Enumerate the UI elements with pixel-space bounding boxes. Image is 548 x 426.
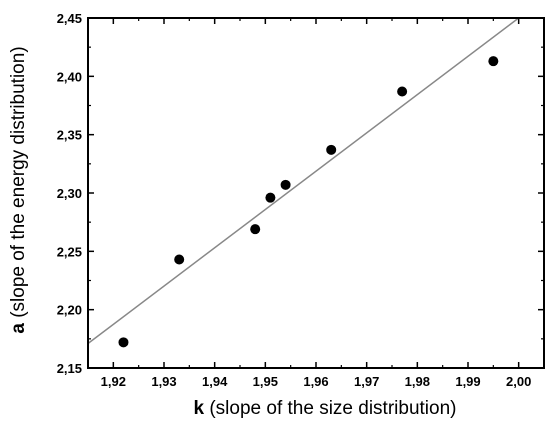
y-tick-label: 2,35 bbox=[57, 128, 82, 143]
data-point bbox=[280, 179, 291, 190]
x-tick-label: 1,92 bbox=[101, 374, 126, 389]
data-point bbox=[174, 254, 185, 265]
x-tick-label: 1,98 bbox=[405, 374, 430, 389]
x-tick-label: 1,96 bbox=[303, 374, 328, 389]
data-point bbox=[488, 56, 499, 67]
plot-frame bbox=[87, 17, 545, 369]
x-axis-title: k (slope of the size distribution) bbox=[194, 398, 457, 419]
data-point bbox=[265, 192, 276, 203]
x-tick-label: 2,00 bbox=[506, 374, 531, 389]
data-points bbox=[118, 56, 499, 348]
y-tick-label: 2,15 bbox=[57, 361, 82, 376]
y-tick-label: 2,25 bbox=[57, 244, 82, 259]
y-tick-label: 2,20 bbox=[57, 303, 82, 318]
y-axis-ticks: 2,15 2,20 2,25 2,30 2,35 2,40 2,45 bbox=[57, 11, 544, 376]
y-tick-label: 2,45 bbox=[57, 11, 82, 26]
fit-line bbox=[87, 17, 520, 345]
x-tick-label: 1,93 bbox=[151, 374, 176, 389]
x-tick-label: 1,99 bbox=[455, 374, 480, 389]
data-point bbox=[250, 224, 261, 235]
x-tick-label: 1,97 bbox=[354, 374, 379, 389]
x-axis-ticks: 1,92 1,93 1,94 1,95 1,96 1,97 1,98 1,99 2,00 bbox=[101, 18, 531, 389]
x-tick-label: 1,94 bbox=[202, 374, 228, 389]
y-axis-title: a (slope of the energy distribution) bbox=[8, 46, 29, 333]
y-tick-label: 2,40 bbox=[57, 69, 82, 84]
data-point bbox=[118, 337, 129, 348]
data-point bbox=[326, 144, 337, 155]
x-tick-label: 1,95 bbox=[253, 374, 278, 389]
y-tick-label: 2,30 bbox=[57, 186, 82, 201]
data-point bbox=[397, 86, 408, 97]
